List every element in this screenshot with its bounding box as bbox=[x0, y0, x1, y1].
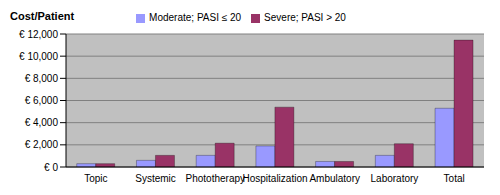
svg-text:€ 4,000: € 4,000 bbox=[25, 117, 59, 128]
svg-text:Systemic: Systemic bbox=[135, 173, 176, 184]
svg-text:Phototherapy: Phototherapy bbox=[186, 173, 246, 184]
svg-text:Laboratory: Laboratory bbox=[371, 173, 419, 184]
svg-text:Total: Total bbox=[444, 173, 465, 184]
svg-text:Hospitalization: Hospitalization bbox=[242, 173, 307, 184]
svg-text:€ 2,000: € 2,000 bbox=[25, 139, 59, 150]
html-text:Cost/Patient: Cost/Patient bbox=[10, 10, 75, 22]
svg-text:€ 10,000: € 10,000 bbox=[19, 51, 58, 62]
svg-text:€ 8,000: € 8,000 bbox=[25, 73, 59, 84]
html-text:Severe; PASI > 20: Severe; PASI > 20 bbox=[264, 12, 346, 23]
svg-text:Topic: Topic bbox=[84, 173, 107, 184]
svg-text:Ambulatory: Ambulatory bbox=[309, 173, 360, 184]
svg-text:€ 0: € 0 bbox=[44, 162, 58, 173]
html-text:Moderate; PASI ≤ 20: Moderate; PASI ≤ 20 bbox=[149, 12, 242, 23]
svg-text:€ 6,000: € 6,000 bbox=[25, 95, 59, 106]
svg-text:€ 12,000: € 12,000 bbox=[19, 29, 58, 40]
